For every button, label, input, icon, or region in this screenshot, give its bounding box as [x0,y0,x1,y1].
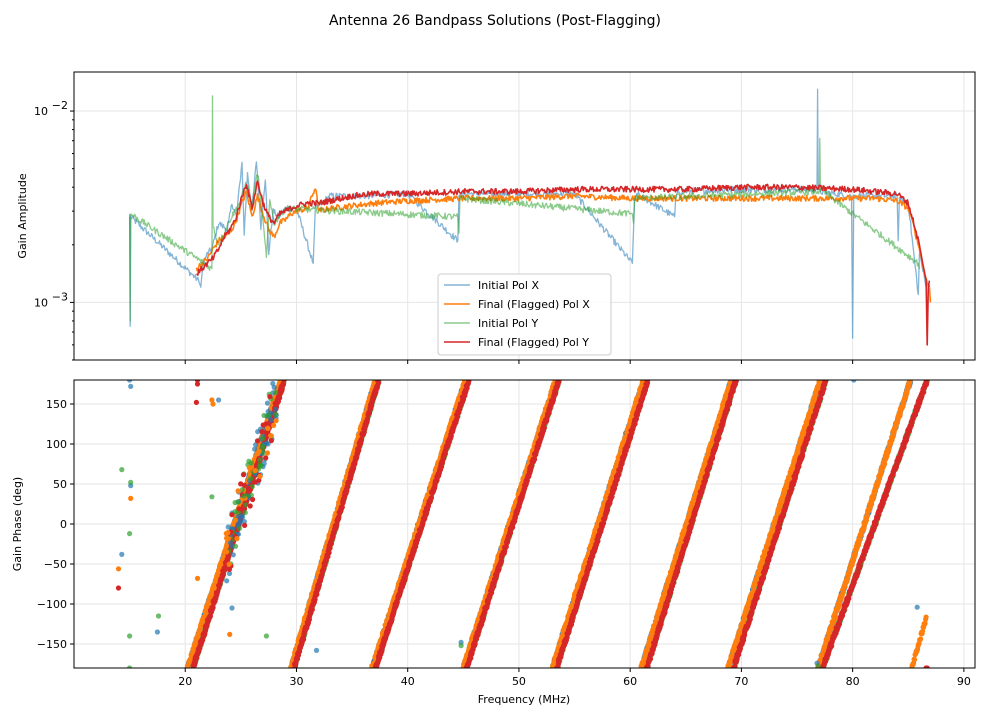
legend-label-final-x: Final (Flagged) Pol X [478,298,590,311]
legend-label-initial-x: Initial Pol X [478,279,539,292]
amplitude-panel: 10 −3 10 −2 Gain Amplitude Initial Pol X Fi… [16,71,976,364]
legend-label-final-y: Final (Flagged) Pol Y [478,336,589,349]
amp-y-tick-label: 10 [34,296,48,309]
amplitude-axes-frame [73,71,976,361]
amp-y-tick-label: 10 [34,105,48,118]
amplitude-series-group [128,88,932,346]
amplitude-y-ticks: 10 −3 10 −2 [34,99,74,361]
amplitude-line-initial-y [128,95,921,322]
phase-scatter-group [115,380,930,668]
amplitude-x-ticks [184,360,965,364]
amplitude-y-axis-label: Gain Amplitude [16,173,29,258]
chart-title: Antenna 26 Bandpass Solutions (Post-Flag… [329,13,661,29]
legend: Initial Pol X Final (Flagged) Pol X Init… [437,273,612,356]
legend-label-initial-y: Initial Pol Y [478,317,538,330]
legend-box [437,273,612,356]
amp-y-tick-exponent: −2 [52,99,68,112]
amp-y-tick-exponent: −3 [52,290,68,303]
amplitude-line-final-y [196,180,931,346]
